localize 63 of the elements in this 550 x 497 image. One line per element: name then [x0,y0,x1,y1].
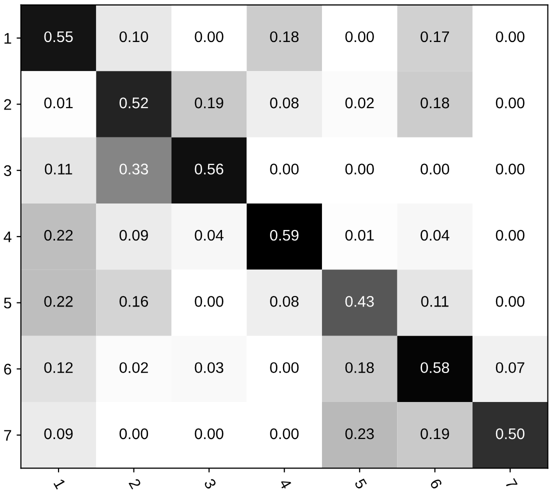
data-label: 0.00 [496,98,524,108]
x-tick-label: 7 [505,478,518,490]
y-tick-label: 6 [4,364,12,375]
data-label: 0.18 [270,31,299,42]
data-label: 0.50 [496,428,524,440]
data-label: 0.00 [270,428,299,440]
x-tick-label: 2 [128,478,142,490]
data-label: 0.16 [120,296,148,307]
data-label: 0.04 [194,230,224,241]
data-label: 0.33 [120,164,148,174]
data-label: 0.00 [420,164,450,174]
data-label: 0.12 [44,362,73,374]
x-tick-label: 3 [204,478,217,490]
data-label: 0.18 [420,98,450,108]
data-label: 0.09 [44,428,73,440]
data-label: 0.00 [496,230,524,241]
y-tick-label: 1 [4,33,12,44]
data-label: 0.01 [44,98,73,108]
x-tick-label: 5 [354,478,368,490]
data-label: 0.01 [345,230,374,241]
data-label: 0.00 [194,428,224,440]
data-label: 0.08 [270,296,299,307]
data-label: 0.00 [194,296,224,307]
data-label: 0.11 [44,164,72,174]
data-label: 0.11 [421,296,448,307]
x-tick-label: 4 [278,478,292,490]
data-label: 0.19 [194,98,224,108]
data-label: 0.55 [44,31,73,42]
data-label: 0.00 [120,428,148,440]
data-label: 0.07 [496,362,524,374]
y-tick-label: 7 [4,430,12,441]
data-label: 0.19 [420,428,450,440]
y-tick-label: 5 [4,298,12,308]
data-label: 0.02 [120,362,148,374]
data-label: 0.23 [345,428,374,440]
data-label: 0.00 [345,31,374,42]
data-label: 0.43 [345,296,374,307]
data-label: 0.59 [270,230,298,241]
data-label: 0.08 [270,98,299,108]
data-label: 0.00 [345,164,374,174]
data-label: 0.00 [270,164,299,174]
x-tick-label: 6 [430,478,442,490]
data-label: 0.22 [44,296,73,307]
data-label: 0.00 [270,362,299,374]
data-label: 0.18 [345,362,374,374]
data-label: 0.00 [496,296,524,307]
x-tick-label: 1 [54,478,66,490]
data-label: 0.00 [496,164,524,174]
y-tick-label: 2 [4,99,12,110]
data-label: 0.00 [496,31,524,42]
data-label: 0.02 [345,98,374,108]
data-label: 0.58 [420,362,450,374]
y-tick-label: 4 [4,232,12,242]
data-label: 0.00 [194,31,224,42]
data-label: 0.10 [120,31,148,42]
data-label: 0.04 [420,230,450,241]
data-label: 0.03 [194,362,224,374]
data-label: 0.22 [44,230,73,241]
data-label: 0.52 [120,98,148,108]
data-label: 0.56 [194,164,224,174]
y-tick-label: 3 [4,165,12,176]
data-label: 0.17 [420,31,449,42]
data-label: 0.09 [120,230,148,241]
